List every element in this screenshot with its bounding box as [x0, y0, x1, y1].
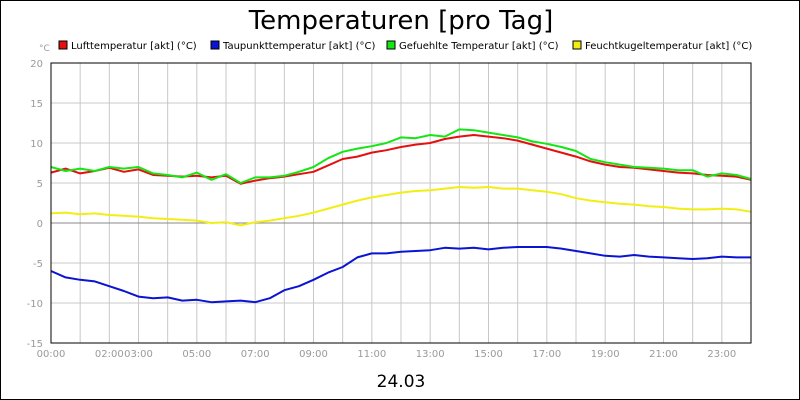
legend-label: Taupunkttemperatur [akt] (°C) [222, 41, 375, 52]
x-tick-label: 17:00 [532, 349, 561, 360]
series-line-1 [50, 246, 751, 304]
legend-label: Lufttemperatur [akt] (°C) [71, 41, 197, 52]
grid [50, 62, 752, 344]
legend-swatch [572, 40, 582, 50]
x-tick-label: 23:00 [707, 349, 736, 360]
y-tick-label: 5 [37, 179, 43, 190]
y-axis-unit: °C [39, 44, 50, 54]
plot-border [50, 62, 752, 344]
x-tick-label: 07:00 [241, 349, 270, 360]
x-tick-label: 05:00 [182, 349, 211, 360]
legend-swatch [58, 40, 68, 50]
legend: Lufttemperatur [akt] (°C) Taupunkttempera… [58, 40, 752, 52]
legend-label: Feuchtkugeltemperatur [akt] (°C) [585, 41, 752, 52]
legend-label: Gefuehlte Temperatur [akt] (°C) [399, 41, 559, 52]
y-tick-label: -10 [27, 299, 43, 310]
x-tick-label: 15:00 [474, 349, 503, 360]
series-line-3 [50, 186, 752, 227]
legend-swatch [210, 40, 220, 50]
x-tick-label: 21:00 [649, 349, 678, 360]
y-tick-label: 0 [37, 219, 43, 230]
x-tick-label: 19:00 [591, 349, 620, 360]
x-tick-label: 03:00 [124, 349, 153, 360]
x-tick-label: 11:00 [357, 349, 386, 360]
legend-swatch [386, 40, 396, 50]
y-tick-label: 20 [30, 59, 43, 70]
x-tick-label: 09:00 [299, 349, 328, 360]
x-tick-label: 02:00 [95, 349, 124, 360]
y-tick-label: -5 [33, 259, 43, 270]
chart-title: Temperaturen [pro Tag] [248, 6, 554, 36]
x-axis-date-label: 24.03 [377, 372, 426, 392]
series-lines [50, 128, 752, 304]
y-tick-label: 15 [30, 99, 43, 110]
y-tick-label: -15 [27, 339, 43, 350]
y-tick-label: 10 [30, 139, 43, 150]
series-line-2 [50, 128, 752, 184]
x-tick-label: 00:00 [37, 349, 66, 360]
x-tick-label: 13:00 [416, 349, 445, 360]
